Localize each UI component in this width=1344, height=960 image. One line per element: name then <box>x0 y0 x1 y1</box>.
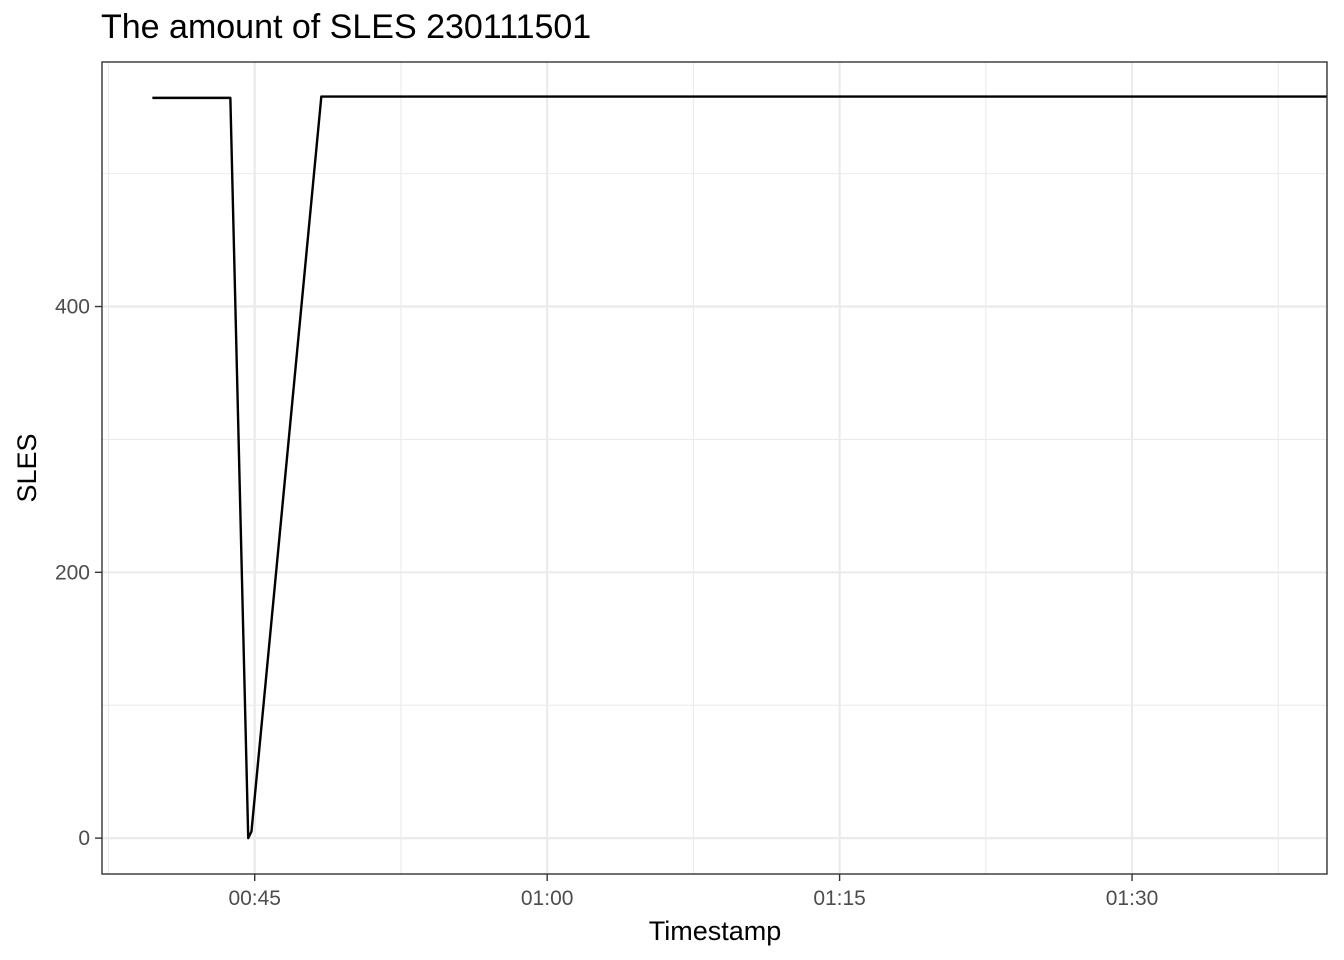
x-tick-label: 01:15 <box>813 887 866 910</box>
chart-title: The amount of SLES 230111501 <box>101 8 592 46</box>
y-tick-label: 0 <box>78 827 90 850</box>
y-tick-label: 400 <box>55 296 90 319</box>
y-axis-title: SLES <box>12 433 42 502</box>
x-axis: 00:45 01:00 01:15 01:30 <box>228 874 1158 910</box>
y-tick-label: 200 <box>55 561 90 584</box>
y-axis: 0 200 400 <box>55 296 102 850</box>
x-tick-label: 00:45 <box>228 887 281 910</box>
minor-gridlines <box>102 62 1327 874</box>
x-tick-label: 01:30 <box>1106 887 1159 910</box>
x-axis-title: Timestamp <box>649 916 782 946</box>
x-tick-label: 01:00 <box>521 887 574 910</box>
plot-panel-border <box>101 61 1328 875</box>
major-gridlines <box>102 62 1327 874</box>
series-layer <box>152 95 1327 840</box>
series-line <box>152 95 1327 840</box>
